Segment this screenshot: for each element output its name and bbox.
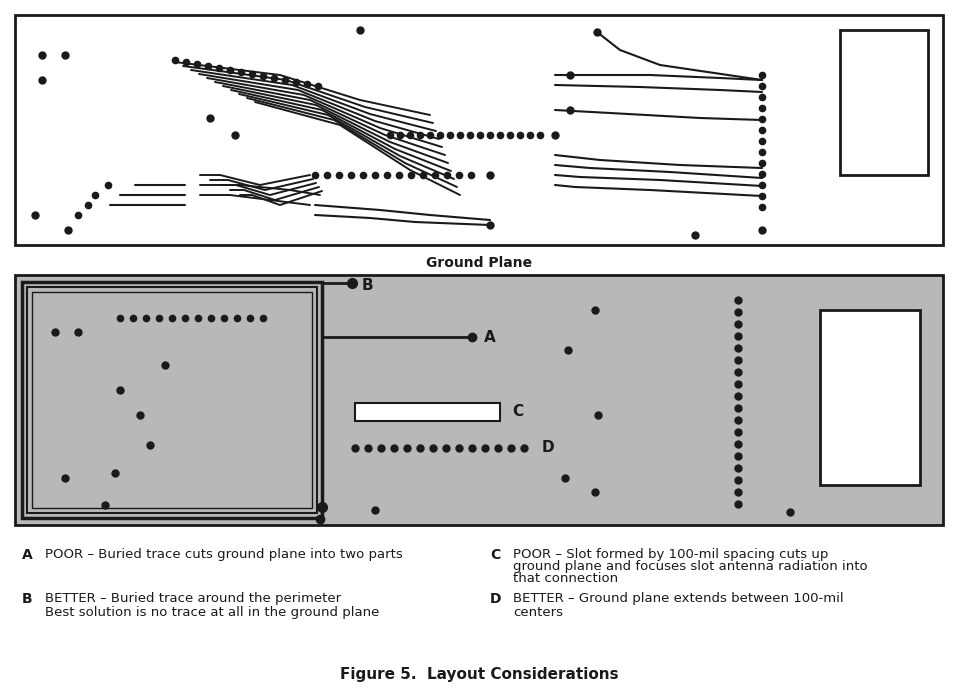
Bar — [32, 292, 312, 508]
Text: Ground Plane: Ground Plane — [426, 256, 532, 270]
Bar — [22, 282, 322, 518]
Text: centers: centers — [513, 606, 563, 619]
Text: B: B — [362, 278, 374, 294]
Text: D: D — [542, 440, 555, 456]
Text: BETTER – Ground plane extends between 100-mil: BETTER – Ground plane extends between 10… — [513, 592, 844, 605]
Text: ground plane and focuses slot antenna radiation into: ground plane and focuses slot antenna ra… — [513, 560, 868, 573]
Bar — [27, 287, 317, 513]
Bar — [355, 403, 500, 421]
Bar — [840, 30, 928, 175]
Text: D: D — [490, 592, 501, 606]
Text: A: A — [22, 548, 33, 562]
Text: Best solution is no trace at all in the ground plane: Best solution is no trace at all in the … — [45, 606, 379, 619]
Bar — [820, 310, 920, 485]
Text: C: C — [512, 405, 523, 419]
Text: POOR – Buried trace cuts ground plane into two parts: POOR – Buried trace cuts ground plane in… — [45, 548, 402, 561]
Text: C: C — [490, 548, 500, 562]
Text: B: B — [22, 592, 33, 606]
Text: BETTER – Buried trace around the perimeter: BETTER – Buried trace around the perimet… — [45, 592, 341, 605]
Bar — [15, 15, 943, 245]
Bar — [15, 275, 943, 525]
Text: POOR – Slot formed by 100-mil spacing cuts up: POOR – Slot formed by 100-mil spacing cu… — [513, 548, 829, 561]
Text: Figure 5.  Layout Considerations: Figure 5. Layout Considerations — [340, 668, 618, 682]
Text: A: A — [484, 329, 495, 345]
Text: that connection: that connection — [513, 572, 618, 585]
